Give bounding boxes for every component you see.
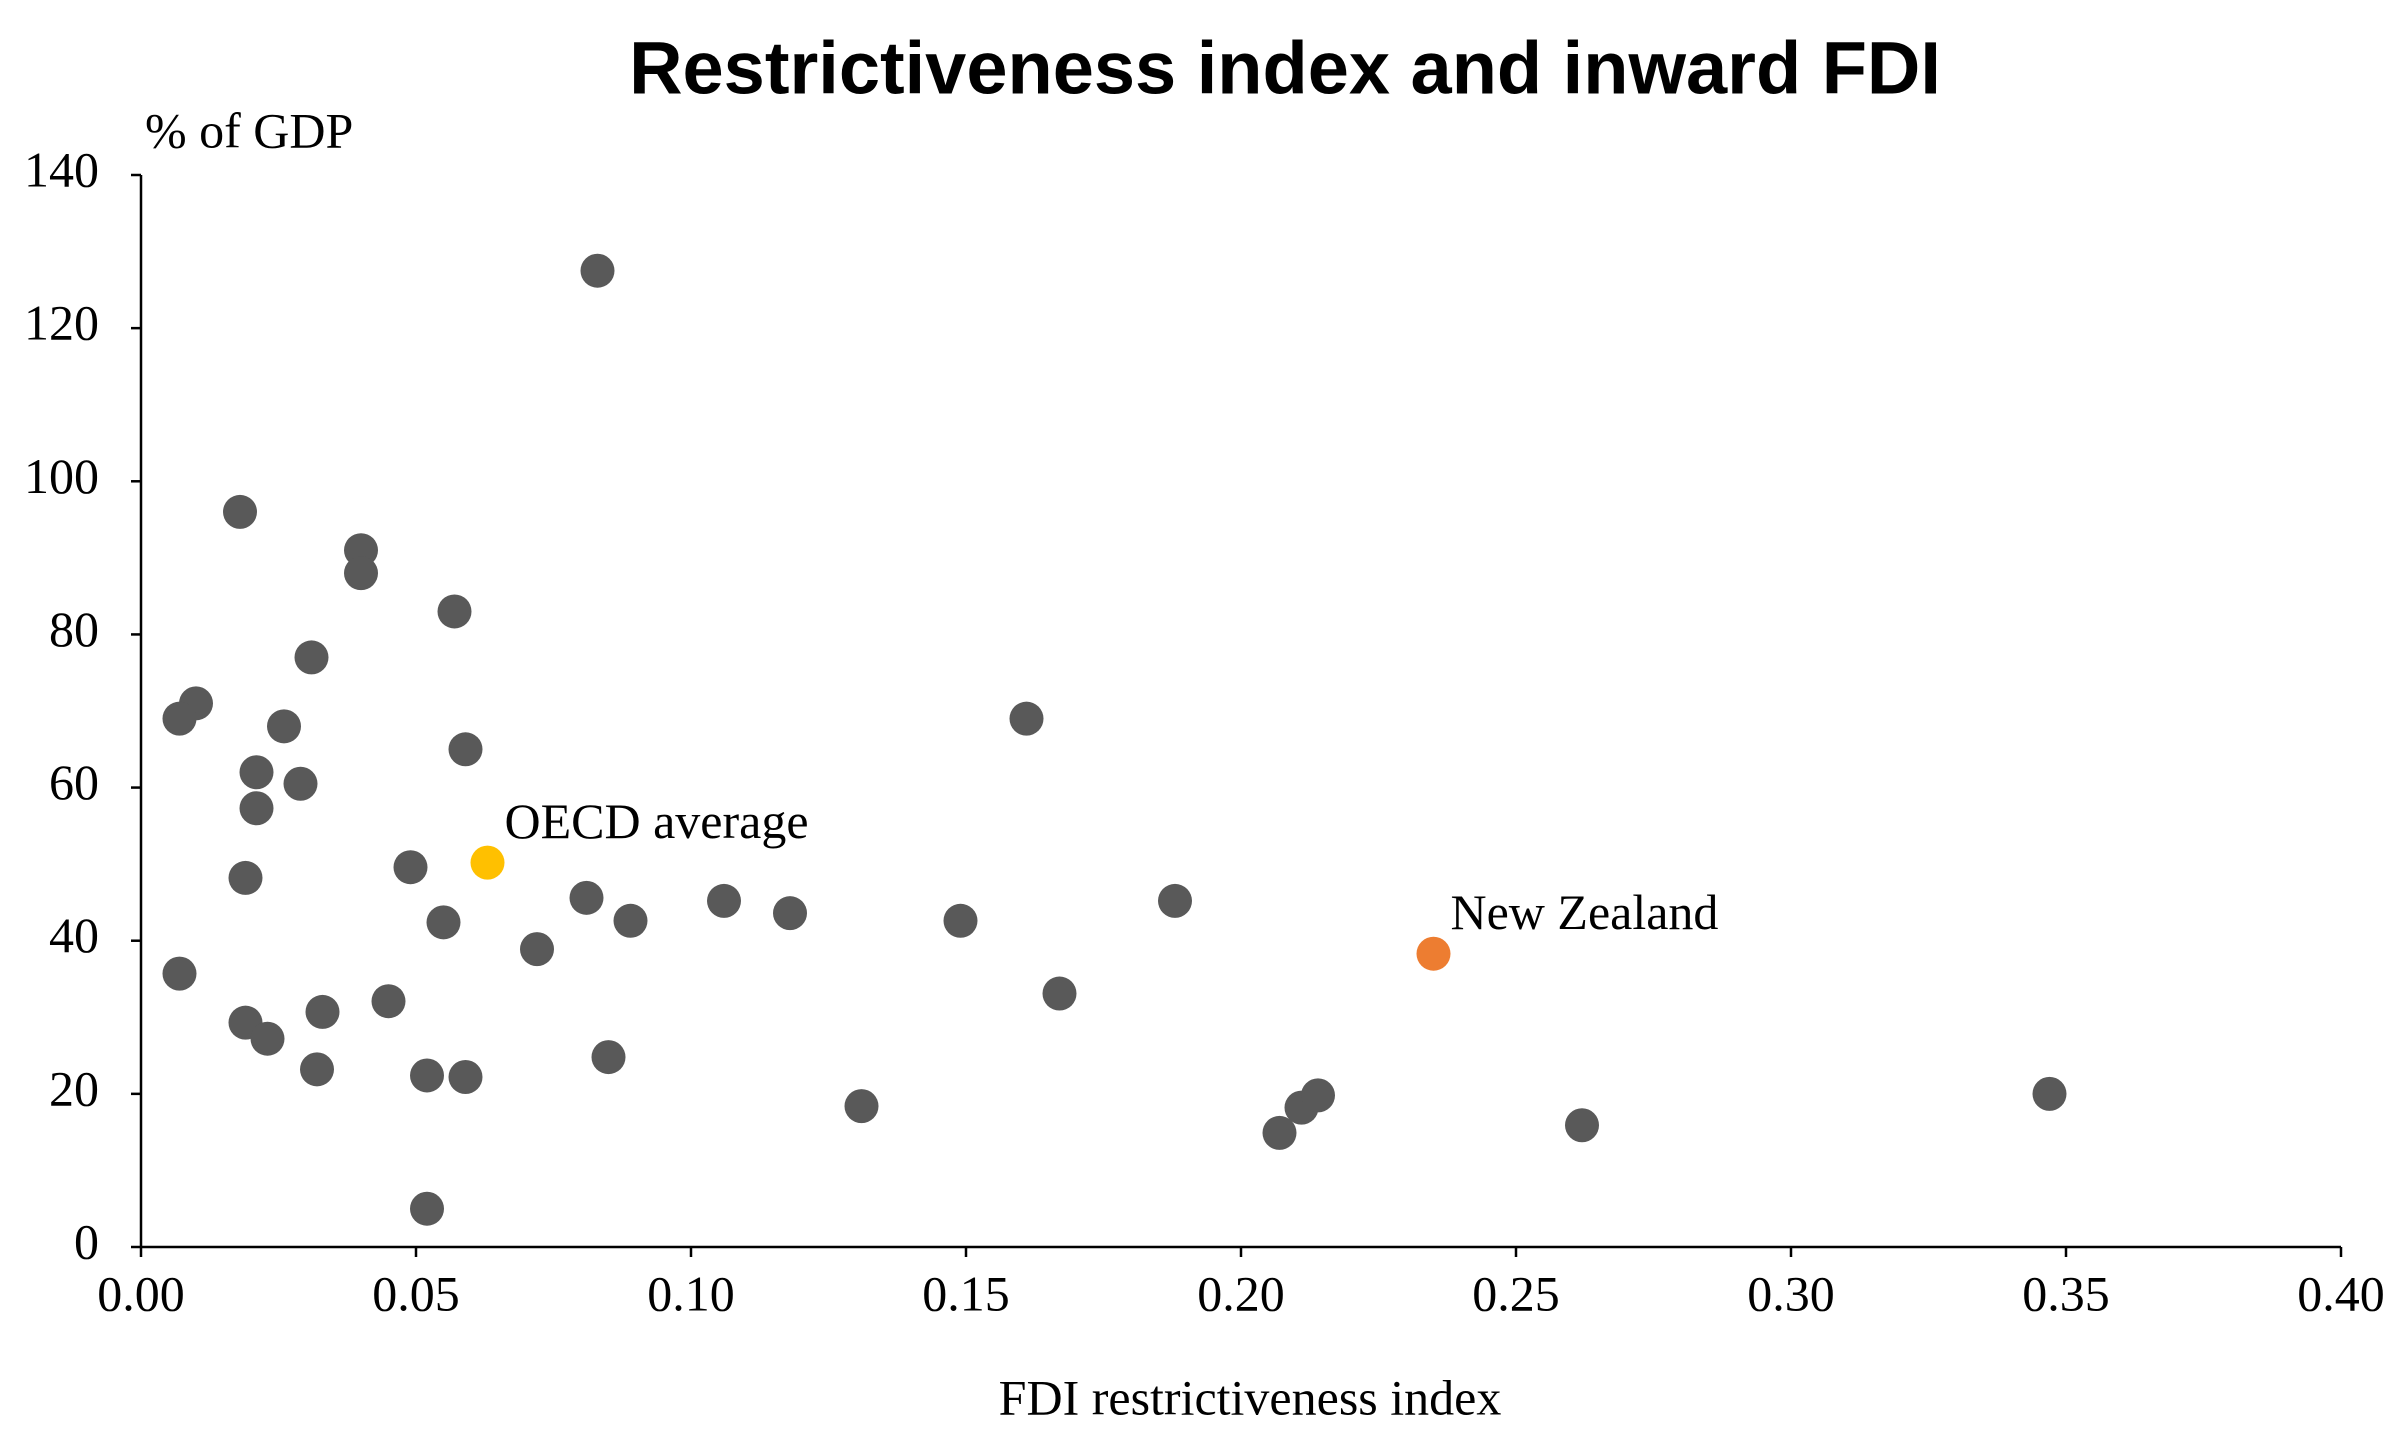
- point: [426, 905, 461, 940]
- x-tick-label: 0.15: [922, 1265, 1010, 1321]
- point: [580, 253, 615, 288]
- point: [223, 494, 257, 529]
- point: [1301, 1078, 1335, 1113]
- y-tick-label: 20: [49, 1060, 99, 1116]
- point: [228, 860, 263, 895]
- point: [1009, 701, 1044, 736]
- y-tick-label: 100: [24, 448, 99, 504]
- point: [520, 932, 554, 967]
- chart-title: Restrictiveness index and inward FDI: [629, 27, 1941, 110]
- point: [591, 1040, 626, 1075]
- point: [613, 903, 648, 938]
- point: [844, 1089, 879, 1124]
- point: [707, 883, 741, 918]
- x-axis-label: FDI restrictiveness index: [999, 1369, 1502, 1425]
- y-tick-label: 80: [49, 601, 99, 657]
- point: [283, 766, 318, 801]
- point: [410, 1058, 444, 1093]
- point: [1042, 976, 1077, 1011]
- point: [2032, 1076, 2067, 1111]
- y-tick-label: 60: [49, 754, 99, 810]
- point: [300, 1052, 334, 1087]
- point: [569, 880, 604, 915]
- point: [448, 1060, 483, 1095]
- x-tick-label: 0.40: [2297, 1265, 2385, 1321]
- point: [267, 709, 301, 744]
- point: [294, 640, 329, 675]
- y-tick-label: 140: [24, 141, 99, 197]
- y-tick-label: 0: [74, 1213, 99, 1269]
- point: [773, 896, 807, 931]
- point: [410, 1191, 444, 1226]
- x-tick-label: 0.30: [1747, 1265, 1835, 1321]
- point: [1565, 1108, 1599, 1143]
- point: [437, 594, 472, 629]
- point: [1262, 1115, 1297, 1150]
- y-tick-label: 120: [24, 295, 99, 351]
- point: [239, 791, 274, 826]
- point: [239, 755, 274, 790]
- point: [305, 994, 340, 1029]
- annotation: New Zealand: [1451, 884, 1719, 940]
- x-tick-label: 0.20: [1197, 1265, 1285, 1321]
- point: [162, 701, 197, 736]
- x-tick-label: 0.10: [647, 1265, 735, 1321]
- y-axis-label: % of GDP: [145, 102, 353, 158]
- point: [1158, 883, 1192, 918]
- x-tick-label: 0.35: [2022, 1265, 2110, 1321]
- annotation: OECD average: [505, 793, 809, 849]
- point: [943, 903, 978, 938]
- point: [393, 850, 428, 885]
- x-tick-label: 0.05: [372, 1265, 460, 1321]
- point: [371, 984, 406, 1019]
- point: [344, 556, 378, 591]
- highlight-point: [470, 845, 505, 880]
- point: [162, 956, 197, 991]
- highlight-point: [1416, 936, 1451, 971]
- x-tick-label: 0.25: [1472, 1265, 1560, 1321]
- point: [448, 732, 483, 767]
- x-tick-label: 0.00: [97, 1265, 185, 1321]
- y-tick-label: 40: [49, 907, 99, 963]
- point: [250, 1021, 285, 1056]
